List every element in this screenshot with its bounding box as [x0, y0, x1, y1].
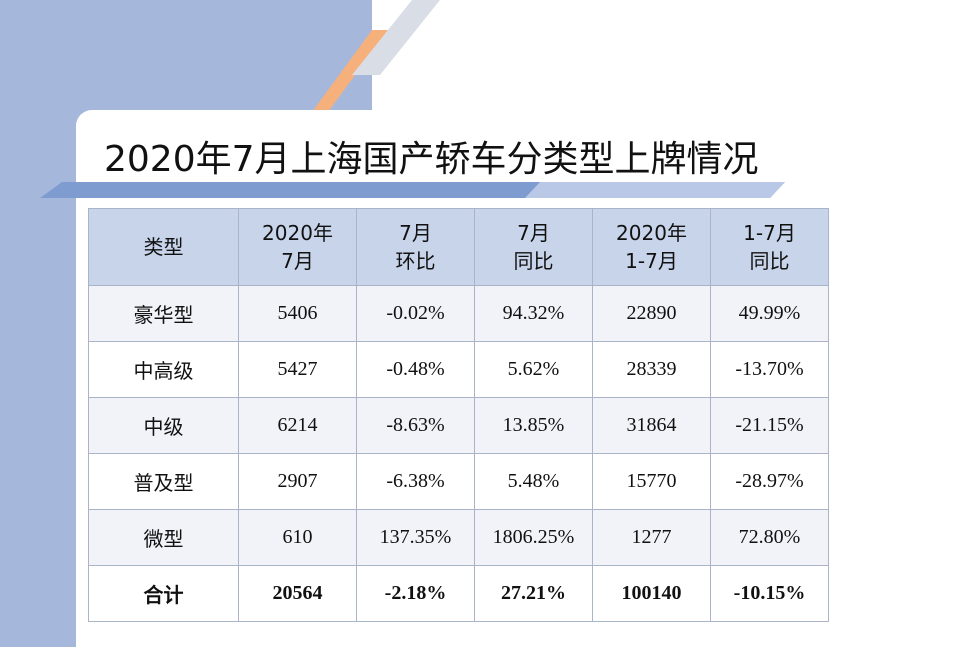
cell-jul: 5427	[238, 341, 357, 398]
header-line1: 2020年	[616, 221, 687, 245]
cell-type: 中高级	[88, 341, 239, 398]
header-jul: 2020年 7月	[238, 208, 357, 286]
cell-ytd-yoy: -21.15%	[710, 397, 829, 454]
background-left-strip	[0, 110, 80, 647]
header-line2: 同比	[513, 249, 554, 273]
table-total-row: 合计 20564 -2.18% 27.21% 100140 -10.15%	[88, 565, 829, 622]
header-line1: 1-7月	[743, 221, 796, 245]
header-ytd: 2020年 1-7月	[592, 208, 711, 286]
header-line2: 同比	[749, 249, 790, 273]
table-row: 中高级 5427 -0.48% 5.62% 28339 -13.70%	[88, 341, 829, 398]
table-row: 中级 6214 -8.63% 13.85% 31864 -21.15%	[88, 397, 829, 454]
decorative-stripes	[312, 0, 440, 112]
cell-type: 合计	[88, 565, 239, 622]
cell-yoy: 5.62%	[474, 341, 593, 398]
cell-ytd-yoy: 72.80%	[710, 509, 829, 566]
light-stripe	[352, 0, 440, 75]
header-line2: 1-7月	[625, 249, 678, 273]
cell-jul: 2907	[238, 453, 357, 510]
cell-ytd: 31864	[592, 397, 711, 454]
cell-ytd: 15770	[592, 453, 711, 510]
cell-jul: 6214	[238, 397, 357, 454]
cell-jul: 610	[238, 509, 357, 566]
cell-ytd-yoy: -28.97%	[710, 453, 829, 510]
header-type-label: 类型	[143, 235, 184, 259]
header-mom: 7月环比	[356, 208, 475, 286]
cell-yoy: 5.48%	[474, 453, 593, 510]
cell-type: 普及型	[88, 453, 239, 510]
table-row: 豪华型 5406 -0.02% 94.32% 22890 49.99%	[88, 285, 829, 342]
cell-mom: -2.18%	[356, 565, 475, 622]
cell-jul: 20564	[238, 565, 357, 622]
underline-bar-light	[525, 182, 785, 198]
cell-ytd: 22890	[592, 285, 711, 342]
header-line1: 2020年	[262, 221, 333, 245]
cell-mom: -0.48%	[356, 341, 475, 398]
cell-mom: 137.35%	[356, 509, 475, 566]
cell-ytd: 100140	[592, 565, 711, 622]
cell-mom: -8.63%	[356, 397, 475, 454]
orange-stripe	[312, 30, 388, 112]
title-underline	[40, 182, 785, 198]
page-title: 2020年7月上海国产轿车分类型上牌情况	[104, 139, 759, 180]
cell-type: 中级	[88, 397, 239, 454]
cell-type: 豪华型	[88, 285, 239, 342]
header-line1: 7月	[517, 221, 550, 245]
cell-ytd: 28339	[592, 341, 711, 398]
cell-type: 微型	[88, 509, 239, 566]
header-line2: 7月	[281, 249, 314, 273]
table-row: 微型 610 137.35% 1806.25% 1277 72.80%	[88, 509, 829, 566]
table-header-row: 类型 2020年 7月 7月 环比 7月 同比 2020年 1-7月 1-7月 同比	[88, 208, 829, 286]
cell-ytd: 1277	[592, 509, 711, 566]
cell-yoy: 13.85%	[474, 397, 593, 454]
registration-table: 类型 2020年 7月 7月 环比 7月 同比 2020年 1-7月 1-7月 同比 豪华…	[88, 208, 829, 622]
header-line1: 7月	[399, 221, 432, 245]
cell-mom: -0.02%	[356, 285, 475, 342]
cell-jul: 5406	[238, 285, 357, 342]
cell-mom: -6.38%	[356, 453, 475, 510]
cell-ytd-yoy: -13.70%	[710, 341, 829, 398]
table-row: 普及型 2907 -6.38% 5.48% 15770 -28.97%	[88, 453, 829, 510]
header-yoy: 7月同比	[474, 208, 593, 286]
header-line2: 环比	[395, 249, 436, 273]
header-type: 类型	[88, 208, 239, 286]
cell-ytd-yoy: -10.15%	[710, 565, 829, 622]
cell-yoy: 94.32%	[474, 285, 593, 342]
cell-yoy: 1806.25%	[474, 509, 593, 566]
cell-yoy: 27.21%	[474, 565, 593, 622]
cell-ytd-yoy: 49.99%	[710, 285, 829, 342]
header-ytd-yoy: 1-7月同比	[710, 208, 829, 286]
